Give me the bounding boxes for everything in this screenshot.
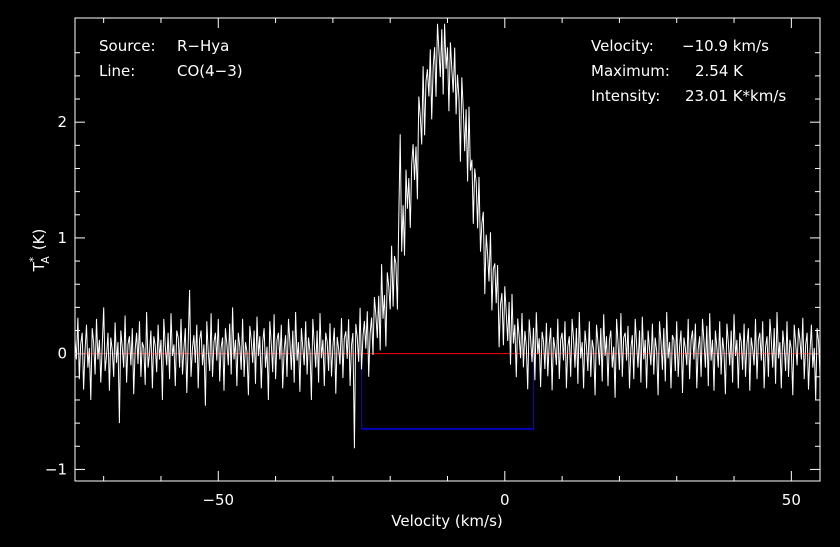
spectrum-line bbox=[74, 23, 821, 449]
svg-text:T*A(K): T*A (K) bbox=[27, 229, 52, 273]
x-tick-label: 50 bbox=[782, 491, 801, 509]
maximum-value: 2.54 K bbox=[695, 62, 744, 80]
axis-tick-labels: −50 0 50 −1 0 1 2 bbox=[45, 113, 801, 509]
x-axis-label: Velocity (km/s) bbox=[391, 512, 502, 530]
y-axis-label-sup: * bbox=[27, 256, 40, 262]
velocity-value: −10.9 km/s bbox=[682, 37, 769, 55]
y-tick-label: −1 bbox=[45, 460, 67, 478]
x-tick-label: −50 bbox=[202, 491, 234, 509]
maximum-label: Maximum: bbox=[591, 62, 670, 80]
source-value: R−Hya bbox=[177, 37, 229, 55]
y-tick-label: 1 bbox=[57, 229, 67, 247]
line-label: Line: bbox=[99, 62, 135, 80]
integration-window bbox=[360, 353, 535, 430]
y-axis-label: T*A (K) bbox=[27, 229, 52, 273]
info-right: Velocity: −10.9 km/s Maximum: 2.54 K Int… bbox=[591, 37, 786, 105]
intensity-label: Intensity: bbox=[591, 87, 660, 105]
y-axis-label-unit: (K) bbox=[30, 229, 48, 251]
intensity-value: 23.01 K*km/s bbox=[685, 87, 786, 105]
y-axis-label-sub: A bbox=[39, 256, 52, 264]
y-tick-label: 2 bbox=[57, 113, 67, 131]
info-left: Source: R−Hya Line: CO(4−3) bbox=[99, 37, 243, 80]
x-tick-label: 0 bbox=[500, 491, 510, 509]
source-label: Source: bbox=[99, 37, 156, 55]
velocity-label: Velocity: bbox=[591, 37, 654, 55]
line-value: CO(4−3) bbox=[177, 62, 243, 80]
y-axis-label-main: T bbox=[30, 261, 48, 272]
y-tick-label: 0 bbox=[57, 345, 67, 363]
